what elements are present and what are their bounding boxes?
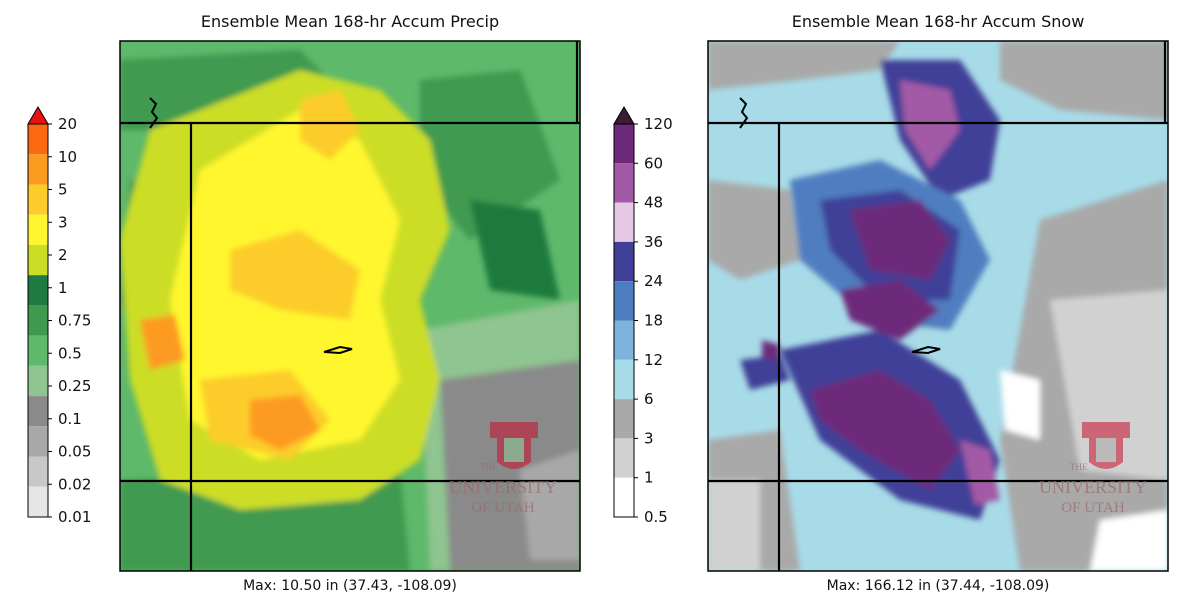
precip-colorbar-tick-label: 0.75 — [58, 312, 91, 330]
precip-colorbar-swatch — [28, 184, 48, 215]
snow-colorbar-tick-label: 60 — [644, 154, 663, 172]
precip-colorbar-swatch — [28, 396, 48, 427]
snow-colorbar-tick-label: 18 — [644, 312, 663, 330]
watermark-of-utah-right: OF UTAH — [1061, 500, 1125, 516]
snow-map-frame — [707, 40, 1169, 572]
precip-colorbar-swatch — [28, 154, 48, 185]
watermark-the-right: THE — [1070, 462, 1088, 472]
watermark-the-left: THE — [480, 462, 498, 472]
precip-colorbar-tick-label: 3 — [58, 213, 68, 231]
precip-map — [120, 41, 580, 571]
snow-colorbar-tick-label: 1 — [644, 469, 654, 487]
precip-colorbar-swatch — [28, 365, 48, 397]
snow-map — [708, 41, 1168, 571]
snow-colorbar-extend-triangle — [613, 106, 635, 125]
snow-colorbar-swatch — [614, 399, 634, 439]
precip-colorbar-tick-label: 10 — [58, 148, 77, 166]
snow-colorbar-tick-label: 36 — [644, 233, 663, 251]
precip-colorbar-swatch — [28, 305, 48, 336]
precip-colorbar-tick-label: 0.1 — [58, 410, 82, 428]
precip-colorbar-swatch — [28, 456, 48, 487]
precip-colorbar-tick-label: 20 — [58, 115, 77, 133]
snow-colorbar-swatch — [614, 163, 634, 203]
precip-colorbar-swatch — [28, 275, 48, 306]
precip-colorbar-swatch — [28, 426, 48, 457]
university-of-utah-logo-right — [1082, 422, 1130, 469]
snow-colorbar-swatch — [614, 202, 634, 242]
precip-colorbar-tick-label: 0.01 — [58, 508, 91, 526]
snow-colorbar-swatch — [614, 281, 634, 321]
snow-colorbar-swatch — [614, 438, 634, 478]
snow-colorbar-tick-label: 120 — [644, 115, 673, 133]
precip-colorbar: 20 10 5 3 2 1 0.75 0.5 0.25 0.1 0.05 0.02 0.01 — [27, 106, 91, 526]
precip-colorbar-swatch — [28, 335, 48, 366]
precip-map-frame — [119, 40, 581, 572]
snow-colorbar-swatch — [614, 241, 634, 282]
snow-max-readout: Max: 166.12 in (37.44, -108.09) — [826, 578, 1050, 594]
snow-colorbar-tick-label: 24 — [644, 272, 663, 290]
precip-colorbar-tick-label: 2 — [58, 246, 68, 264]
precip-colorbar-swatch — [28, 214, 48, 245]
watermark-university-left: UNIVERSITY — [449, 477, 557, 497]
snow-colorbar-swatch — [614, 359, 634, 400]
precip-colorbar-swatch — [28, 486, 48, 517]
snow-colorbar-tick-label: 6 — [644, 390, 654, 408]
watermark-of-utah-left: OF UTAH — [471, 500, 535, 516]
precip-colorbar-tick-label: 0.02 — [58, 475, 91, 493]
precip-colorbar-tick-label: 5 — [58, 181, 68, 199]
snow-colorbar-tick-label: 48 — [644, 194, 663, 212]
snow-colorbar: 120 60 48 36 24 18 12 6 3 1 0.5 — [613, 106, 673, 526]
precip-colorbar-tick-label: 0.05 — [58, 443, 91, 461]
precip-colorbar-tick-label: 0.5 — [58, 344, 82, 362]
precip-colorbar-tick-label: 0.25 — [58, 377, 91, 395]
precip-colorbar-swatch — [28, 124, 48, 155]
university-of-utah-logo-left — [490, 422, 538, 469]
watermark-university-right: UNIVERSITY — [1039, 477, 1147, 497]
snow-colorbar-swatch — [614, 124, 634, 164]
precip-map-title: Ensemble Mean 168-hr Accum Precip — [200, 12, 500, 31]
precip-colorbar-tick-label: 1 — [58, 279, 68, 297]
snow-colorbar-tick-label: 3 — [644, 429, 654, 447]
snow-colorbar-swatch — [614, 320, 634, 360]
snow-colorbar-tick-label: 0.5 — [644, 508, 668, 526]
precip-max-readout: Max: 10.50 in (37.43, -108.09) — [243, 578, 457, 594]
snow-colorbar-tick-label: 12 — [644, 351, 663, 369]
precip-colorbar-swatch — [28, 244, 48, 276]
snow-map-title: Ensemble Mean 168-hr Accum Snow — [791, 12, 1085, 31]
snow-colorbar-swatch — [614, 477, 634, 517]
precip-colorbar-extend-triangle — [27, 106, 49, 125]
